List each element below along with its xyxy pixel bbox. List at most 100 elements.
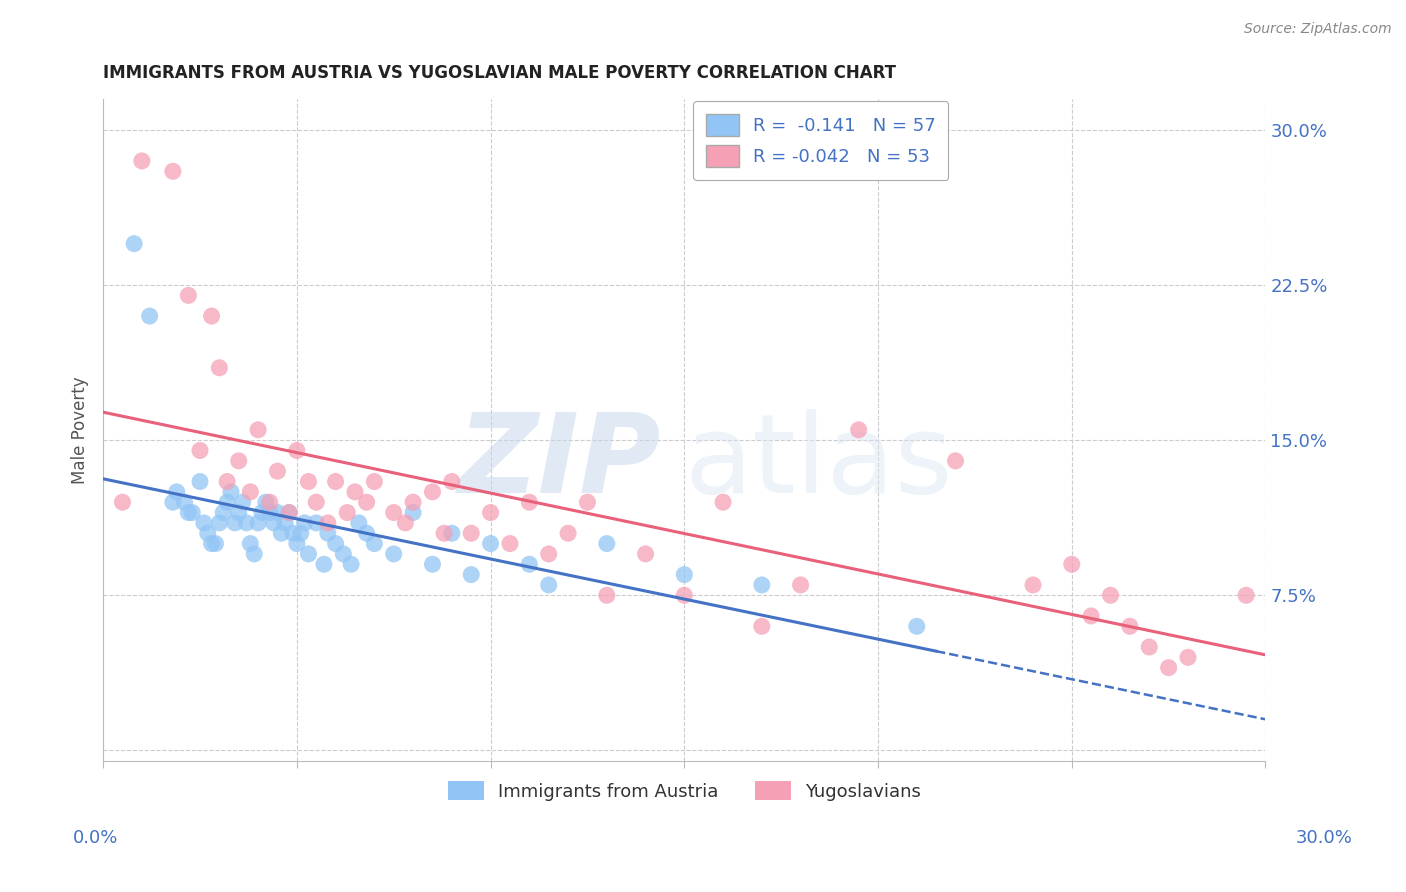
- Point: [1177, 650, 1199, 665]
- Point: [259, 495, 281, 509]
- Point: [232, 495, 254, 509]
- Point: [208, 360, 231, 375]
- Point: [193, 516, 215, 530]
- Point: [537, 547, 560, 561]
- Y-axis label: Male Poverty: Male Poverty: [72, 376, 89, 483]
- Point: [363, 475, 385, 489]
- Point: [278, 506, 301, 520]
- Text: atlas: atlas: [685, 409, 953, 516]
- Point: [278, 506, 301, 520]
- Point: [634, 547, 657, 561]
- Point: [343, 484, 366, 499]
- Point: [254, 495, 277, 509]
- Point: [711, 495, 734, 509]
- Point: [440, 475, 463, 489]
- Point: [204, 536, 226, 550]
- Point: [751, 578, 773, 592]
- Point: [305, 516, 328, 530]
- Point: [290, 526, 312, 541]
- Point: [356, 495, 378, 509]
- Point: [1119, 619, 1142, 633]
- Point: [402, 506, 425, 520]
- Point: [479, 536, 502, 550]
- Point: [325, 536, 347, 550]
- Point: [332, 547, 354, 561]
- Text: 30.0%: 30.0%: [1296, 829, 1353, 847]
- Point: [1022, 578, 1045, 592]
- Point: [347, 516, 370, 530]
- Point: [557, 526, 579, 541]
- Point: [181, 506, 204, 520]
- Point: [239, 536, 262, 550]
- Point: [751, 619, 773, 633]
- Point: [212, 506, 235, 520]
- Point: [340, 558, 363, 572]
- Point: [224, 516, 246, 530]
- Point: [382, 547, 405, 561]
- Text: IMMIGRANTS FROM AUSTRIA VS YUGOSLAVIAN MALE POVERTY CORRELATION CHART: IMMIGRANTS FROM AUSTRIA VS YUGOSLAVIAN M…: [103, 64, 896, 82]
- Point: [848, 423, 870, 437]
- Point: [122, 236, 145, 251]
- Point: [285, 536, 308, 550]
- Point: [789, 578, 811, 592]
- Point: [394, 516, 416, 530]
- Point: [247, 516, 270, 530]
- Point: [162, 495, 184, 509]
- Point: [460, 567, 482, 582]
- Point: [162, 164, 184, 178]
- Point: [270, 526, 292, 541]
- Point: [440, 526, 463, 541]
- Point: [422, 558, 444, 572]
- Point: [673, 588, 696, 602]
- Point: [305, 495, 328, 509]
- Text: 0.0%: 0.0%: [73, 829, 118, 847]
- Point: [325, 475, 347, 489]
- Point: [356, 526, 378, 541]
- Point: [460, 526, 482, 541]
- Point: [673, 567, 696, 582]
- Point: [217, 495, 239, 509]
- Point: [219, 484, 242, 499]
- Legend: Immigrants from Austria, Yugoslavians: Immigrants from Austria, Yugoslavians: [440, 774, 928, 808]
- Point: [197, 526, 219, 541]
- Point: [1234, 588, 1257, 602]
- Point: [402, 495, 425, 509]
- Point: [235, 516, 257, 530]
- Point: [188, 475, 211, 489]
- Point: [208, 516, 231, 530]
- Point: [263, 516, 285, 530]
- Point: [173, 495, 195, 509]
- Point: [259, 506, 281, 520]
- Point: [422, 484, 444, 499]
- Point: [537, 578, 560, 592]
- Point: [188, 443, 211, 458]
- Point: [274, 516, 297, 530]
- Point: [177, 288, 200, 302]
- Point: [201, 536, 224, 550]
- Point: [1099, 588, 1122, 602]
- Point: [433, 526, 456, 541]
- Point: [217, 475, 239, 489]
- Point: [297, 475, 319, 489]
- Point: [131, 153, 153, 168]
- Point: [316, 526, 339, 541]
- Point: [177, 506, 200, 520]
- Point: [312, 558, 335, 572]
- Point: [576, 495, 599, 509]
- Point: [201, 309, 224, 323]
- Point: [316, 516, 339, 530]
- Point: [285, 443, 308, 458]
- Point: [382, 506, 405, 520]
- Point: [596, 588, 619, 602]
- Point: [266, 506, 288, 520]
- Point: [363, 536, 385, 550]
- Point: [250, 506, 273, 520]
- Point: [336, 506, 359, 520]
- Point: [945, 454, 967, 468]
- Point: [517, 558, 540, 572]
- Point: [517, 495, 540, 509]
- Point: [1080, 609, 1102, 624]
- Point: [1157, 661, 1180, 675]
- Point: [111, 495, 134, 509]
- Point: [479, 506, 502, 520]
